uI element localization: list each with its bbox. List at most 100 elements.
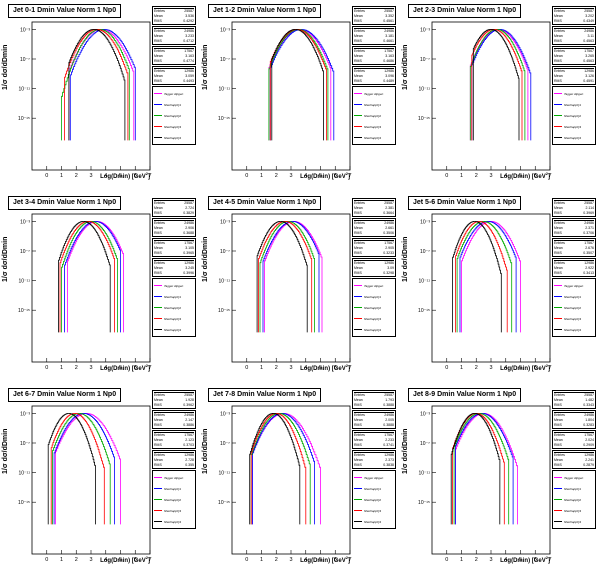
legend-label: SherhappQ4 [364,135,382,140]
legend-label: SherhappQ1 [564,102,582,107]
stats-row: Mean 2.024 [554,438,594,443]
x-axis-label-close: ] [548,558,550,564]
stats-row: Entries 12986 [154,453,194,458]
stats-box: Entries 25587 Mean 1.482 RMS 0.3343 [552,390,596,409]
stats-value: 25587 [384,201,394,205]
legend-swatch [554,521,562,522]
stats-box-name [354,68,394,69]
stats-value: 2.005 [385,418,394,422]
stats-box: Entries 24986 Mean 2.147 RMS 0.3886 [152,410,196,429]
legend-swatch [354,115,362,116]
stats-label: Mean [554,438,563,442]
stats-row: RMS 0.2879 [554,463,594,468]
plot-panel: 0 1 2 3 4 5 6 7 10⁻³ 10⁻⁷ 10⁻¹¹ 10⁻¹⁵ Jet 0-1 Dmin V… [0,0,196,188]
plot-frame [31,21,151,171]
legend-label: Tagger Alpgen [364,283,384,288]
stats-label: Entries [154,69,165,73]
stats-label: Mean [554,14,563,18]
stats-label: Mean [354,246,363,250]
stats-row: Mean 2.728 [154,458,194,463]
stats-value: 0.3969 [583,211,594,215]
stats-value: 2.906 [185,226,194,230]
legend-swatch [554,296,562,297]
legend-swatch [354,510,362,511]
stats-label: Entries [354,29,365,33]
legend-label: SherhappQ1 [364,486,382,491]
x-axis-label-exponent: 2 [545,171,548,176]
stats-label: RMS [354,251,362,255]
plot-title: Jet 2-3 Dmin Value Norm 1 Np0 [408,4,522,18]
stats-value: 24986 [384,413,394,417]
stats-row: Mean 2.241 [554,458,594,463]
plot-panel: 0 1 2 3 4 5 6 7 10⁻³ 10⁻⁷ 10⁻¹¹ 10⁻¹⁵ Jet 2-3 Dmin V… [400,0,596,188]
stats-box-name [354,200,394,201]
stats-row: Entries 24986 [354,413,394,418]
x-tick-label: 6 [334,557,337,563]
stats-row: Mean 3.265 [554,54,594,59]
x-axis-label: Log(Dmin) [GeV2] [300,363,350,372]
stats-value: 2.241 [585,458,594,462]
x-tick-label: 5 [519,173,522,179]
y-axis-label: 1/σ dσ/dDmin [2,44,9,90]
stats-value: 0.3962 [183,403,194,407]
stats-label: RMS [554,251,562,255]
histogram-series [252,413,315,525]
stats-box-name [554,412,594,413]
y-axis-label: 1/σ dσ/dDmin [402,236,409,282]
stats-row: Mean 3.202 [554,14,594,19]
stats-row: RMS 0.3888 [354,403,394,408]
legend: Tagger Alpgen SherhappQ1 SherhappQ2 Sherhap… [152,278,196,337]
stats-box: Entries 17567 Mean 2.024 RMS 0.2909 [552,430,596,449]
stats-row: Entries 12986 [554,453,594,458]
legend: Tagger Alpgen SherhappQ1 SherhappQ2 Sherhap… [552,470,596,529]
legend-label: Tagger Alpgen [564,475,584,480]
legend-swatch [354,329,362,330]
stats-value: 24986 [184,221,194,225]
legend-swatch [154,488,162,489]
legend-entry: SherhappQ3 [554,313,594,324]
stats-box-name [554,28,594,29]
stats-row: RMS 0.3688 [154,231,194,236]
stats-label: Entries [154,241,165,245]
stats-row: RMS 0.3962 [154,403,194,408]
stats-value: 24986 [384,221,394,225]
histogram-series [469,29,526,141]
x-tick-label: 0 [45,557,48,563]
legend-label: SherhappQ4 [164,519,182,524]
stats-value: 25587 [184,201,194,205]
stats-label: RMS [354,79,362,83]
x-tick-label: 5 [519,365,522,371]
stats-label: RMS [554,403,562,407]
y-axis-label: 1/σ dσ/dDmin [402,44,409,90]
stats-label: RMS [154,423,162,427]
plot-area: 0 1 2 3 4 5 6 7 10⁻³ 10⁻⁷ 10⁻¹¹ 10⁻¹⁵ [218,21,352,179]
stats-label: Mean [554,34,563,38]
stats-row: Entries 25587 [554,393,594,398]
stats-row: Mean 3.245 [154,266,194,271]
legend-entry: SherhappQ1 [354,483,394,494]
stats-label: RMS [554,443,562,447]
stats-row: RMS 0.4661 [354,39,394,44]
x-tick-label: 4 [104,557,107,563]
stats-label: Mean [554,246,563,250]
x-axis-label-text: Log(Dmin) [GeV [300,174,346,180]
y-tick-label: 10⁻¹¹ [218,279,230,285]
stats-row: Mean 3.096 [354,74,394,79]
stats-row: RMS 0.3298 [354,271,394,276]
legend-entry: SherhappQ2 [354,494,394,505]
stats-label: RMS [554,271,562,275]
x-axis-label-close: ] [548,366,550,372]
legend-entry: SherhappQ2 [554,494,594,505]
legend-label: SherhappQ3 [164,508,182,513]
stats-value: 17567 [184,49,194,53]
stats-value: 24986 [384,29,394,33]
x-tick-label: 3 [489,557,492,563]
stats-value: 17567 [584,49,594,53]
stats-row: Entries 17567 [554,49,594,54]
x-tick-label: 4 [104,173,107,179]
legend: Tagger Alpgen SherhappQ1 SherhappQ2 Sherhap… [352,470,396,529]
legend-entry: SherhappQ1 [154,483,194,494]
plot-panel: 0 1 2 3 4 5 6 7 10⁻³ 10⁻⁷ 10⁻¹¹ 10⁻¹⁵ Jet 5-6 Dmin V… [400,192,596,380]
stats-box-name [154,220,194,221]
stats-label: RMS [354,231,362,235]
